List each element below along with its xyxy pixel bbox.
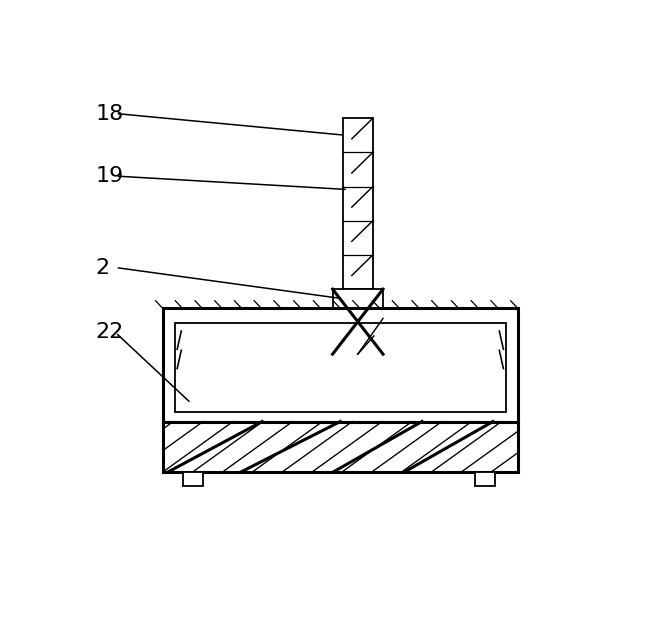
Bar bbox=[163, 308, 518, 421]
Bar bbox=[175, 323, 506, 412]
Bar bbox=[163, 421, 518, 472]
Bar bbox=[183, 472, 203, 486]
Text: 19: 19 bbox=[96, 166, 124, 186]
Bar bbox=[475, 472, 495, 486]
Bar bbox=[333, 289, 383, 354]
Text: 2: 2 bbox=[96, 258, 110, 278]
Text: 22: 22 bbox=[96, 322, 124, 342]
Bar bbox=[343, 118, 373, 289]
Text: 18: 18 bbox=[96, 104, 124, 124]
